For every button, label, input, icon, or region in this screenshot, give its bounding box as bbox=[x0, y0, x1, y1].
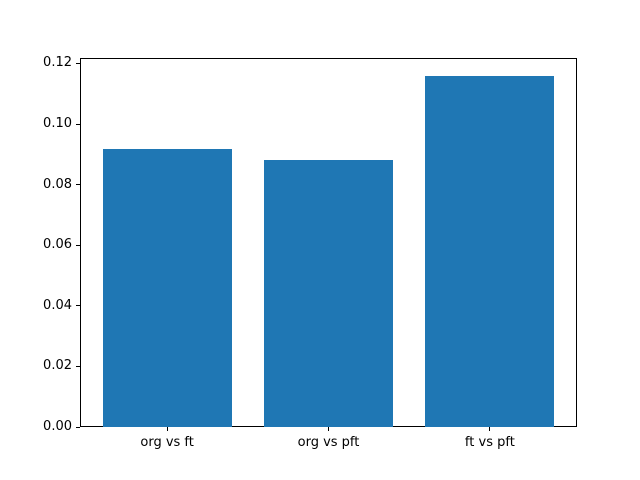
y-tick-label: 0.10 bbox=[43, 116, 72, 132]
y-tick-label: 0.12 bbox=[43, 55, 72, 71]
bar-ft-vs-pft bbox=[425, 75, 555, 427]
y-tick-label: 0.08 bbox=[43, 176, 72, 192]
y-tick-mark bbox=[76, 365, 80, 367]
bar-org-vs-pft bbox=[263, 160, 394, 427]
y-tick-mark bbox=[76, 305, 80, 307]
y-tick-mark bbox=[76, 184, 80, 186]
y-tick-label: 0.02 bbox=[43, 358, 72, 374]
x-tick-mark bbox=[489, 427, 491, 431]
y-tick-label: 0.04 bbox=[43, 297, 72, 313]
y-tick-mark bbox=[76, 426, 80, 428]
x-tick-label: org vs pft bbox=[297, 435, 360, 450]
bar-org-vs-ft bbox=[102, 149, 232, 427]
y-tick-label: 0.00 bbox=[43, 419, 72, 434]
y-tick-mark bbox=[76, 123, 80, 125]
x-tick-label: ft vs pft bbox=[464, 435, 515, 450]
x-tick-label: org vs ft bbox=[140, 435, 194, 450]
x-tick-mark bbox=[166, 427, 168, 431]
y-tick-mark bbox=[76, 62, 80, 64]
y-tick-label: 0.06 bbox=[43, 237, 72, 253]
y-tick-mark bbox=[76, 244, 80, 246]
x-tick-mark bbox=[328, 427, 329, 431]
